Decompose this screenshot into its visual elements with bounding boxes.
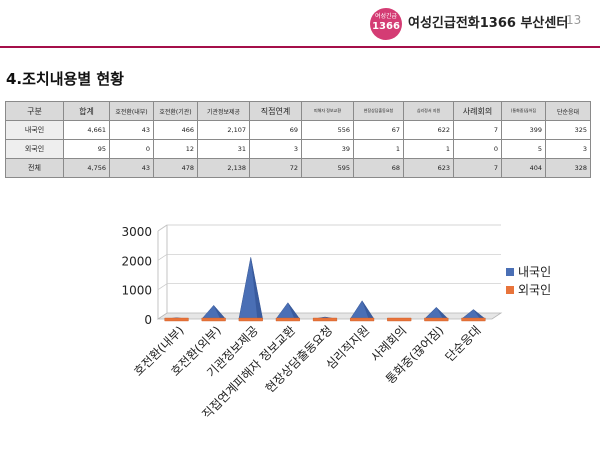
table-cell: 3 (250, 140, 302, 159)
stats-table: 구분 합계 호전환(내부) 호전환(기관) 기관정보제공 직접연계 피해자 정보… (5, 101, 591, 178)
table-cell: 7 (454, 159, 502, 178)
table-cell: 399 (502, 121, 546, 140)
table-cell: 328 (546, 159, 591, 178)
table-cell: 595 (302, 159, 354, 178)
header-cell: 심리정서 지원 (404, 102, 454, 121)
data-mark-foreign (313, 318, 337, 321)
data-mark-foreign (424, 318, 448, 321)
center-name: 여성긴급전화1366 부산센터 (408, 12, 568, 31)
page-number: 13 (566, 13, 581, 27)
table-cell: 2,107 (198, 121, 250, 140)
table-cell: 1 (404, 140, 454, 159)
table-row: 내국인 4,661 43 466 2,107 69 556 67 622 7 3… (6, 121, 591, 140)
page-title: 4.조치내용별 현황 (6, 68, 124, 89)
data-mark-foreign (350, 318, 374, 321)
table-cell: 43 (110, 121, 154, 140)
header-divider (0, 46, 600, 48)
header-cell: 구분 (6, 102, 64, 121)
table-total-row: 전체 4,756 43 478 2,138 72 595 68 623 7 40… (6, 159, 591, 178)
legend-swatch (506, 286, 514, 294)
gridline (158, 254, 501, 260)
table-cell: 43 (110, 159, 154, 178)
table-cell: 39 (302, 140, 354, 159)
table-cell: 72 (250, 159, 302, 178)
data-mark-foreign (239, 318, 263, 321)
header-cell: 사례회의 (454, 102, 502, 121)
row-label: 외국인 (6, 140, 64, 159)
header-cell: 기관정보제공 (198, 102, 250, 121)
table-cell: 325 (546, 121, 591, 140)
legend-swatch (506, 268, 514, 276)
legend-label: 내국인 (518, 265, 551, 279)
table-cell: 31 (198, 140, 250, 159)
data-mark-foreign (462, 318, 486, 321)
y-tick-label: 2000 (121, 254, 152, 268)
header-cell: 현장상담출동요청 (354, 102, 404, 121)
header-cell: 합계 (64, 102, 110, 121)
table-cell: 4,661 (64, 121, 110, 140)
table-cell: 12 (154, 140, 198, 159)
table-cell: 0 (110, 140, 154, 159)
data-mark-foreign (276, 318, 300, 321)
table-cell: 95 (64, 140, 110, 159)
table-cell: 68 (354, 159, 404, 178)
table-cell: 466 (154, 121, 198, 140)
header-cell: 단순응대 (546, 102, 591, 121)
data-mark-foreign (202, 318, 226, 321)
table-cell: 1 (354, 140, 404, 159)
y-tick-label: 3000 (121, 225, 152, 239)
header-cell: 피해자 정보교환 (302, 102, 354, 121)
table-cell: 404 (502, 159, 546, 178)
gridline (158, 284, 501, 290)
header-cell: 호전환(내부) (110, 102, 154, 121)
table-cell: 67 (354, 121, 404, 140)
table-cell: 4,756 (64, 159, 110, 178)
row-label: 내국인 (6, 121, 64, 140)
row-label: 전체 (6, 159, 64, 178)
table-cell: 2,138 (198, 159, 250, 178)
x-tick-label: 현장상담출동요청 (263, 323, 335, 395)
header-cell: (통화중)끊어짐 (502, 102, 546, 121)
slide-header: 여성긴급 1366 여성긴급전화1366 부산센터 13 (0, 0, 600, 46)
y-tick-label: 0 (144, 313, 152, 327)
stats-table-container: 구분 합계 호전환(내부) 호전환(기관) 기관정보제공 직접연계 피해자 정보… (5, 101, 590, 181)
table-cell: 7 (454, 121, 502, 140)
legend-label: 외국인 (518, 283, 551, 297)
table-row: 외국인 95 0 12 31 3 39 1 1 0 5 3 (6, 140, 591, 159)
logo-top-text: 여성긴급 (370, 13, 402, 20)
table-cell: 556 (302, 121, 354, 140)
data-mark-foreign (387, 318, 411, 321)
data-mark-foreign (165, 318, 189, 321)
table-header-row: 구분 합계 호전환(내부) 호전환(기관) 기관정보제공 직접연계 피해자 정보… (6, 102, 591, 121)
table-cell: 0 (454, 140, 502, 159)
header-cell: 직접연계 (250, 102, 302, 121)
table-cell: 3 (546, 140, 591, 159)
table-cell: 69 (250, 121, 302, 140)
table-cell: 5 (502, 140, 546, 159)
logo-number: 1366 (370, 21, 402, 33)
table-cell: 622 (404, 121, 454, 140)
table-cell: 478 (154, 159, 198, 178)
area-chart: 0100020003000호전환(내부)호전환(외부)기관정보제공직접연계피해자… (0, 205, 600, 450)
center-logo: 여성긴급 1366 (370, 8, 402, 40)
table-cell: 623 (404, 159, 454, 178)
x-tick-label: 단순응대 (442, 323, 483, 364)
header-cell: 호전환(기관) (154, 102, 198, 121)
gridline (158, 225, 501, 231)
y-tick-label: 1000 (121, 284, 152, 298)
